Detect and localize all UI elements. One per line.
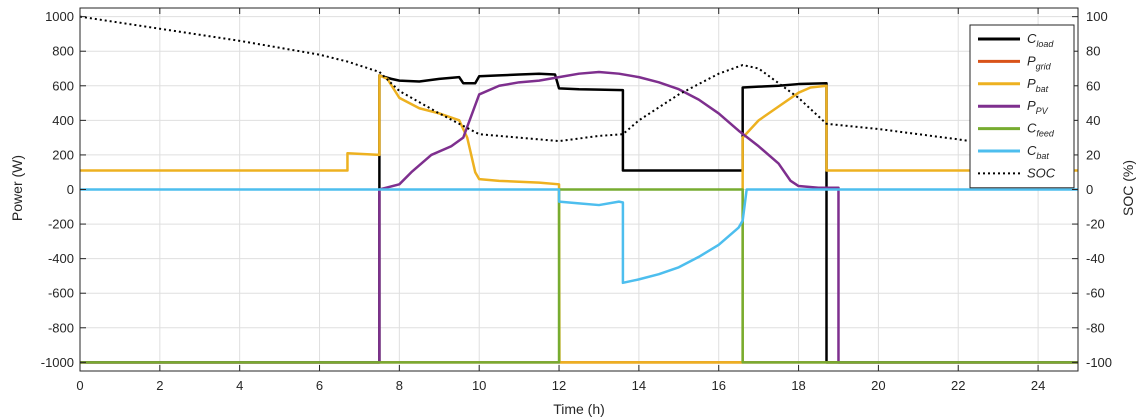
y-left-tick-label: 800	[52, 44, 74, 59]
x-tick-label: 12	[552, 378, 566, 393]
y-right-tick-label: 0	[1086, 182, 1093, 197]
y-axis-left-label: Power (W)	[9, 155, 25, 221]
axes-layer: 0 2 4 6 8 10 12 14 16 18 20 22 24-1000-800-600-400-2…	[41, 7, 1112, 393]
x-tick-label: 14	[632, 378, 646, 393]
legend-entry: Pbat	[1027, 76, 1049, 94]
y-left-tick-label: 400	[52, 113, 74, 128]
y-left-tick-label: -200	[48, 217, 74, 232]
y-right-tick-label: 100	[1086, 9, 1108, 24]
series-line-p-pv	[80, 70, 1078, 364]
y-right-tick-label: 60	[1086, 78, 1100, 93]
x-tick-label: 24	[1031, 378, 1045, 393]
x-tick-label: 22	[951, 378, 965, 393]
x-tick-label: 6	[316, 378, 323, 393]
legend: Cload Pgrid Pbat PPV Cfeed Cbat SOC	[969, 24, 1075, 189]
x-tick-label: 4	[236, 378, 243, 393]
y-left-tick-label: -400	[48, 251, 74, 266]
y-right-tick-label: 20	[1086, 147, 1100, 162]
series-line-soc	[80, 15, 1019, 149]
series-line-c-load	[80, 72, 1078, 364]
x-tick-label: 0	[76, 378, 83, 393]
y-left-tick-label: 600	[52, 78, 74, 93]
y-right-tick-label: -40	[1086, 251, 1105, 266]
y-left-tick-label: -600	[48, 286, 74, 301]
y-right-tick-label: -20	[1086, 217, 1105, 232]
legend-entry: Cbat	[1027, 143, 1049, 161]
series-line-c-feed	[80, 188, 1078, 364]
y-left-tick-label: 1000	[45, 9, 74, 24]
x-axis-label: Time (h)	[553, 401, 605, 417]
x-tick-label: 16	[711, 378, 725, 393]
y-right-tick-label: -80	[1086, 320, 1105, 335]
y-right-tick-label: -100	[1086, 355, 1112, 370]
y-right-tick-label: 40	[1086, 113, 1100, 128]
y-left-tick-label: -800	[48, 320, 74, 335]
legend-entry: SOC	[1027, 165, 1056, 180]
series-line-c-bat	[80, 188, 1078, 285]
x-tick-label: 2	[156, 378, 163, 393]
series-line-p-bat	[80, 74, 1078, 364]
legend-entry: PPV	[1027, 98, 1049, 116]
y-right-tick-label: -60	[1086, 286, 1105, 301]
y-axis-right-label: SOC (%)	[1120, 160, 1136, 216]
y-left-tick-label: -1000	[41, 355, 74, 370]
x-tick-label: 8	[396, 378, 403, 393]
legend-entry: Pgrid	[1027, 53, 1052, 71]
x-tick-label: 18	[791, 378, 805, 393]
x-tick-label: 20	[871, 378, 885, 393]
y-right-tick-label: 80	[1086, 44, 1100, 59]
legend-entry: Cfeed	[1027, 121, 1055, 139]
x-tick-label: 10	[472, 378, 486, 393]
series-layer	[80, 15, 1078, 364]
y-left-tick-label: 200	[52, 147, 74, 162]
legend-entry: Cload	[1027, 31, 1054, 49]
y-left-tick-label: 0	[67, 182, 74, 197]
